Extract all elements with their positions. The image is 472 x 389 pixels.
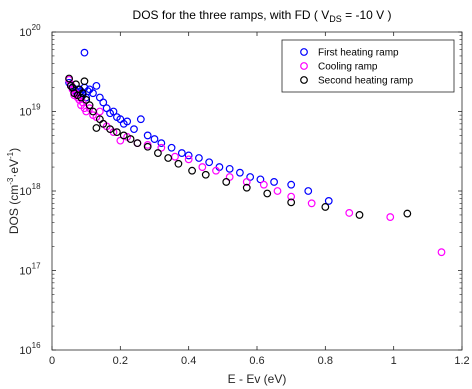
data-point	[386, 213, 395, 221]
data-point	[222, 178, 231, 186]
data-point	[109, 107, 118, 116]
data-point	[188, 166, 196, 175]
x-tick-label: 0.2	[113, 355, 128, 367]
data-point	[113, 128, 121, 137]
data-point	[130, 125, 138, 134]
x-tick-label: 0.6	[249, 355, 264, 367]
legend-label: Cooling ramp	[318, 62, 378, 73]
legend-marker	[300, 76, 308, 84]
x-tick-label: 1	[391, 355, 397, 367]
x-tick-label: 0	[49, 355, 55, 367]
data-point	[65, 74, 73, 83]
y-tick-labels: 1016 1017 1018 1019 1020	[19, 23, 41, 357]
data-point	[143, 131, 152, 140]
data-point	[157, 139, 166, 148]
data-point	[437, 248, 446, 257]
data-point	[307, 199, 316, 208]
y-tick-label: 1017	[19, 262, 41, 278]
legend: First heating ramp Cooling ramp Second hea…	[281, 39, 455, 93]
data-point	[287, 198, 296, 207]
data-point	[345, 209, 354, 217]
data-point	[78, 89, 87, 98]
x-tick-labels: 0 0.2 0.4 0.6 0.8 1 1.2	[49, 355, 470, 367]
data-point	[154, 149, 162, 157]
y-tick-label: 1019	[19, 103, 41, 119]
data-point	[304, 187, 313, 195]
data-point	[157, 143, 166, 152]
data-point	[136, 115, 145, 124]
x-tick-label: 0.8	[318, 355, 333, 367]
data-point	[198, 163, 207, 171]
data-point	[150, 135, 159, 143]
y-axis-label: DOS (cm-3·eV-1)	[6, 148, 21, 234]
data-point	[263, 189, 272, 198]
data-point	[116, 136, 125, 145]
data-point	[355, 211, 364, 219]
x-tick-label: 1.2	[454, 355, 469, 367]
data-point	[174, 159, 183, 168]
y-tick-label: 1020	[19, 23, 41, 39]
data-point	[123, 117, 132, 126]
data-point	[287, 180, 296, 189]
legend-marker	[300, 48, 308, 56]
legend-box	[281, 39, 455, 93]
data-point	[259, 180, 268, 189]
data-point	[167, 143, 176, 152]
series-1	[65, 48, 333, 205]
x-tick-label: 0.4	[181, 355, 196, 367]
data-point	[177, 149, 186, 157]
data-point	[184, 155, 193, 164]
data-point	[92, 124, 101, 132]
data-point	[270, 178, 278, 186]
data-point	[195, 154, 203, 162]
data-point	[143, 142, 152, 151]
data-point	[212, 166, 220, 175]
data-point	[89, 89, 97, 98]
series-3	[65, 74, 412, 219]
data-point	[82, 95, 91, 104]
data-point	[119, 131, 128, 140]
data-point	[99, 119, 108, 128]
data-point	[66, 81, 75, 90]
legend-label: First heating ramp	[318, 48, 399, 59]
data-point	[273, 187, 282, 195]
chart-title: DOS for the three ramps, with FD ( VDS =…	[133, 8, 392, 24]
x-axis-label: E - Ev (eV)	[228, 372, 287, 386]
data-point	[92, 81, 101, 90]
data-point	[164, 154, 173, 162]
data-point	[80, 77, 89, 86]
data-point	[324, 197, 333, 205]
data-point	[256, 175, 265, 184]
data-point	[184, 151, 193, 160]
legend-marker	[300, 62, 308, 70]
data-point	[242, 178, 251, 186]
axis-ticks	[51, 31, 463, 351]
data-point	[242, 183, 251, 192]
data-point	[321, 203, 330, 211]
legend-label: Second heating ramp	[318, 76, 414, 87]
data-point	[236, 168, 244, 177]
data-point	[83, 87, 92, 96]
data-point	[403, 209, 412, 218]
data-point	[85, 101, 94, 110]
y-tick-label: 1016	[19, 341, 41, 357]
data-point	[99, 98, 108, 107]
data-point	[89, 107, 97, 116]
y-tick-label: 1018	[19, 182, 41, 198]
data-point	[80, 48, 89, 57]
data-point	[133, 139, 142, 148]
data-point	[126, 135, 135, 143]
data-point	[201, 170, 210, 179]
data-points	[65, 48, 446, 257]
data-point	[287, 192, 296, 201]
data-point	[106, 125, 114, 134]
data-point	[205, 158, 214, 167]
data-point	[225, 164, 234, 173]
